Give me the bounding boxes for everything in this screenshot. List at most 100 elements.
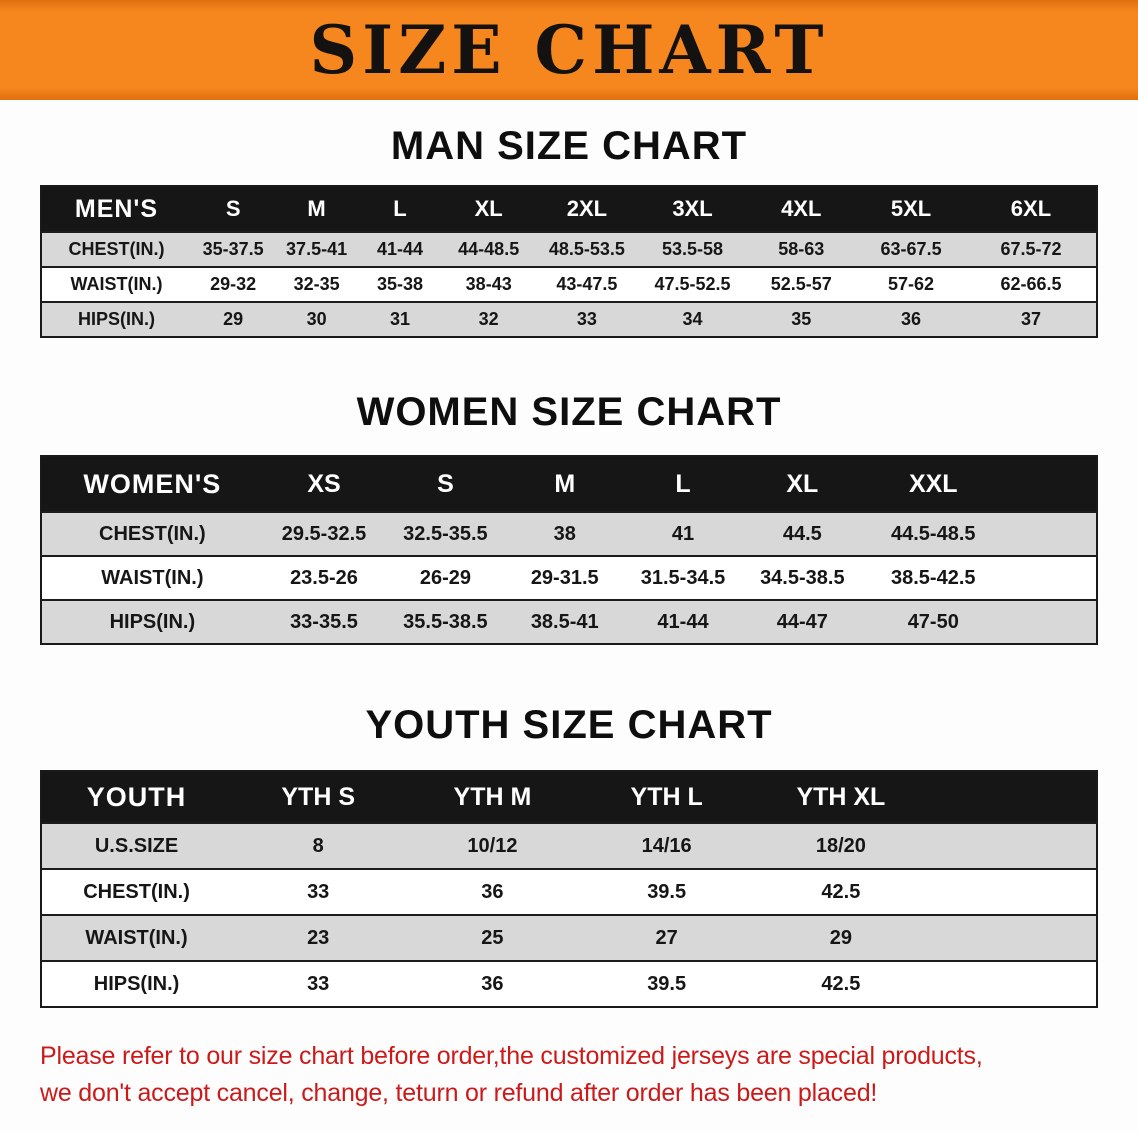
- data-cell: 34.5-38.5: [742, 555, 863, 600]
- data-cell: 23.5-26: [262, 555, 386, 600]
- size-header-cell: S: [385, 456, 506, 512]
- women-size-table: WOMEN'S XS S M L XL XXL CHEST(IN.) 29.5-32.5 32.5…: [40, 455, 1098, 645]
- data-cell: 35-37.5: [190, 231, 276, 267]
- data-cell: 43-47.5: [535, 266, 639, 302]
- row-label-cell: CHEST(IN.): [41, 511, 263, 556]
- size-table: MEN'S S M L XL 2XL 3XL 4XL 5XL 6XL CHEST(IN.) 35-37…: [40, 185, 1098, 338]
- size-header-cell: L: [357, 186, 443, 232]
- row-label-cell: HIPS(IN.): [41, 301, 191, 337]
- men-size-chart-heading: MAN SIZE CHART: [390, 124, 748, 168]
- size-header-cell: YTH S: [231, 771, 406, 823]
- data-cell: 32: [442, 301, 536, 337]
- data-cell: 62-66.5: [965, 266, 1097, 302]
- size-header-cell: [1004, 456, 1097, 512]
- data-cell: 58-63: [746, 231, 857, 267]
- data-cell: 37.5-41: [275, 231, 358, 267]
- men-size-table: MEN'S S M L XL 2XL 3XL 4XL 5XL 6XL CHEST(IN.) 35-37…: [40, 185, 1098, 338]
- data-cell: 32.5-35.5: [385, 511, 506, 556]
- data-cell: 63-67.5: [856, 231, 966, 267]
- data-cell: 44.5: [742, 511, 863, 556]
- data-cell: 10/12: [405, 822, 580, 869]
- size-header-cell: YTH M: [405, 771, 580, 823]
- data-cell: 57-62: [856, 266, 966, 302]
- table-row: HIPS(IN.) 33 36 39.5 42.5: [41, 960, 1097, 1007]
- data-cell: 29-31.5: [505, 555, 624, 600]
- table-header-row: YOUTH YTH S YTH M YTH L YTH XL: [41, 771, 1097, 823]
- data-cell: 33: [231, 960, 406, 1007]
- data-cell: 36: [856, 301, 966, 337]
- size-chart-banner: SIZE CHART: [0, 0, 1138, 100]
- table-row: WAIST(IN.) 29-32 32-35 35-38 38-43 43-47.5 47.…: [41, 266, 1097, 302]
- data-cell: 44-47: [742, 599, 863, 644]
- table-row: CHEST(IN.) 33 36 39.5 42.5: [41, 868, 1097, 915]
- data-cell: 47.5-52.5: [638, 266, 747, 302]
- youth-size-chart-heading: YOUTH SIZE CHART: [365, 703, 773, 747]
- data-cell: 39.5: [579, 960, 754, 1007]
- size-header-cell: XL: [742, 456, 863, 512]
- data-cell: 36: [405, 868, 580, 915]
- data-cell: 25: [405, 914, 580, 961]
- data-cell: 35: [746, 301, 857, 337]
- row-label-cell: HIPS(IN.): [41, 599, 263, 644]
- row-label-cell: U.S.SIZE: [41, 822, 232, 869]
- data-cell: 35.5-38.5: [385, 599, 506, 644]
- data-cell: 44-48.5: [442, 231, 536, 267]
- data-cell: 29-32: [190, 266, 276, 302]
- data-cell: 8: [231, 822, 406, 869]
- data-cell: 31: [357, 301, 443, 337]
- size-header-cell: 6XL: [965, 186, 1097, 232]
- data-cell: 23: [231, 914, 406, 961]
- size-header-cell: XL: [442, 186, 536, 232]
- size-header-cell: M: [275, 186, 358, 232]
- data-cell: [1004, 555, 1097, 600]
- table-title-cell: WOMEN'S: [41, 456, 263, 512]
- data-cell: 37: [965, 301, 1097, 337]
- data-cell: 67.5-72: [965, 231, 1097, 267]
- data-cell: 29.5-32.5: [262, 511, 386, 556]
- row-label-cell: WAIST(IN.): [41, 914, 232, 961]
- data-cell: 14/16: [579, 822, 754, 869]
- size-header-cell: YTH XL: [753, 771, 929, 823]
- data-cell: 34: [638, 301, 747, 337]
- size-header-cell: L: [623, 456, 743, 512]
- data-cell: 41: [623, 511, 743, 556]
- table-row: WAIST(IN.) 23.5-26 26-29 29-31.5 31.5-34.5 34…: [41, 555, 1097, 600]
- data-cell: 41-44: [623, 599, 743, 644]
- size-header-cell: [928, 771, 1097, 823]
- data-cell: 53.5-58: [638, 231, 747, 267]
- data-cell: 38: [505, 511, 624, 556]
- data-cell: 36: [405, 960, 580, 1007]
- size-header-cell: 4XL: [746, 186, 857, 232]
- data-cell: 26-29: [385, 555, 506, 600]
- data-cell: 42.5: [753, 868, 929, 915]
- data-cell: 32-35: [275, 266, 358, 302]
- table-row: HIPS(IN.) 29 30 31 32 33 34 35 36 37: [41, 301, 1097, 337]
- order-note: Please refer to our size chart before or…: [40, 1038, 1098, 1112]
- table-row: WAIST(IN.) 23 25 27 29: [41, 914, 1097, 961]
- table-row: HIPS(IN.) 33-35.5 35.5-38.5 38.5-41 41-44 44-…: [41, 599, 1097, 644]
- youth-size-table: YOUTH YTH S YTH M YTH L YTH XL U.S.SIZE 8 10/12…: [40, 770, 1098, 1008]
- data-cell: 52.5-57: [746, 266, 857, 302]
- data-cell: 29: [753, 914, 929, 961]
- table-header-row: MEN'S S M L XL 2XL 3XL 4XL 5XL 6XL: [41, 186, 1097, 232]
- size-header-cell: S: [190, 186, 276, 232]
- data-cell: [1004, 599, 1097, 644]
- size-header-cell: M: [505, 456, 624, 512]
- data-cell: 47-50: [862, 599, 1005, 644]
- order-note-line-1: Please refer to our size chart before or…: [40, 1042, 983, 1070]
- data-cell: [928, 960, 1097, 1007]
- data-cell: [928, 822, 1097, 869]
- data-cell: 38-43: [442, 266, 536, 302]
- data-cell: 38.5-41: [505, 599, 624, 644]
- data-cell: 39.5: [579, 868, 754, 915]
- table-row: CHEST(IN.) 35-37.5 37.5-41 41-44 44-48.5 48.5…: [41, 231, 1097, 267]
- data-cell: 33: [231, 868, 406, 915]
- data-cell: [1004, 511, 1097, 556]
- size-chart-title: SIZE CHART: [309, 11, 829, 89]
- data-cell: 18/20: [753, 822, 929, 869]
- size-table: YOUTH YTH S YTH M YTH L YTH XL U.S.SIZE 8 10/12…: [40, 770, 1098, 1008]
- table-row: U.S.SIZE 8 10/12 14/16 18/20: [41, 822, 1097, 869]
- order-note-line-2: we don't accept cancel, change, teturn o…: [40, 1079, 878, 1107]
- data-cell: 33: [535, 301, 639, 337]
- table-title-cell: YOUTH: [41, 771, 232, 823]
